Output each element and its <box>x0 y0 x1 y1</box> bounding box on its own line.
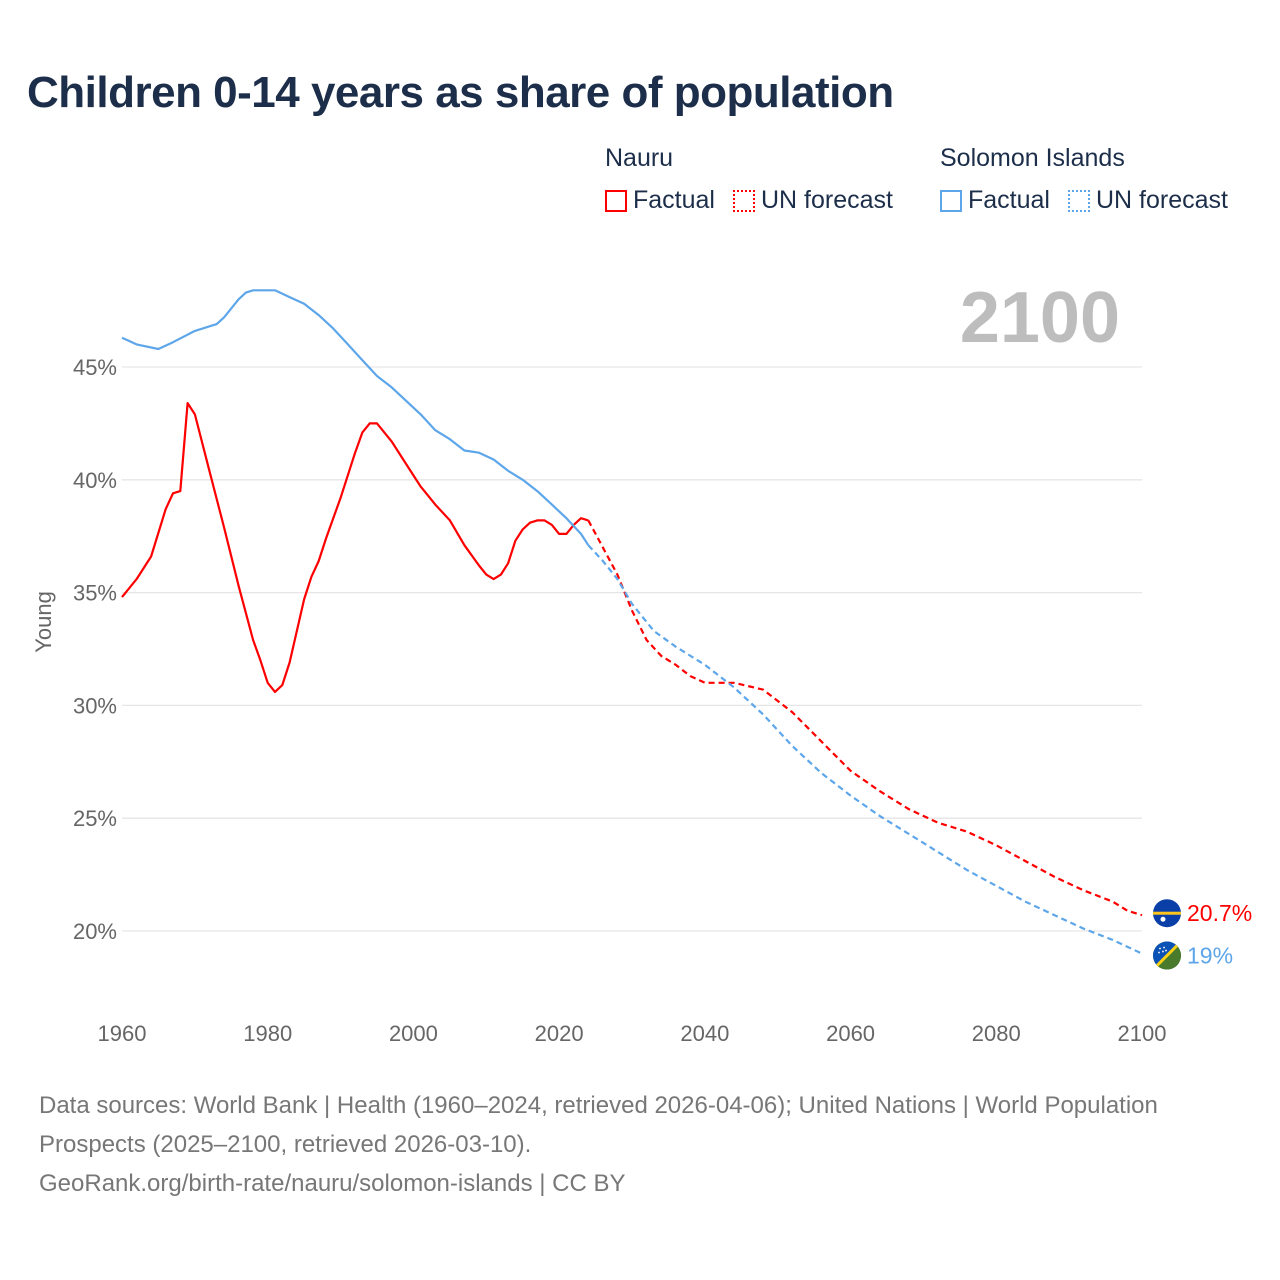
legend-item-solomon-forecast[interactable]: UN forecast <box>1067 186 1228 215</box>
y-tick-label: 40% <box>73 468 117 493</box>
solid-swatch-icon <box>605 189 627 212</box>
x-tick-label: 2060 <box>826 1021 875 1046</box>
legend-item-solomon-factual[interactable]: Factual <box>940 186 1050 215</box>
source-link[interactable]: GeoRank.org/birth-rate/nauru/solomon-isl… <box>39 1170 626 1197</box>
x-tick-label: 2040 <box>680 1021 729 1046</box>
legend-solomon-islands: Solomon Islands Factual UN forecast <box>940 144 1228 215</box>
solomon-islands-factual-line <box>121 289 590 546</box>
solomon-islands-flag-icon <box>1153 941 1181 970</box>
x-tick-label: 2100 <box>1118 1021 1167 1046</box>
nauru-forecast-line <box>587 519 1143 917</box>
solomon-islands-end-label: 19% <box>1187 943 1233 969</box>
x-tick-label: 1980 <box>243 1021 292 1046</box>
legend-label: UN forecast <box>1095 186 1228 214</box>
y-tick-label: 30% <box>73 693 117 718</box>
x-tick-label: 2080 <box>972 1021 1021 1046</box>
x-tick-label: 1960 <box>98 1021 147 1046</box>
x-tick-label: 2020 <box>535 1021 584 1046</box>
y-tick-label: 35% <box>73 581 117 606</box>
legend-item-nauru-factual[interactable]: Factual <box>605 186 715 215</box>
x-tick-label: 2000 <box>389 1021 438 1046</box>
dotted-swatch-icon <box>732 189 755 212</box>
legend-nauru: Nauru Factual UN forecast <box>605 144 893 215</box>
data-sources: Data sources: World Bank | Health (1960–… <box>39 1092 1158 1158</box>
legend-group-title: Nauru <box>605 144 674 172</box>
legend-item-nauru-forecast[interactable]: UN forecast <box>732 186 893 215</box>
nauru-factual-line <box>121 402 589 694</box>
y-tick-label: 25% <box>73 806 117 831</box>
dotted-swatch-icon <box>1067 189 1090 212</box>
legend-label: Factual <box>968 186 1050 214</box>
line-chart: 2100 20% 25% 30% 35% 40% 45% 1960 1980 2000 2020… <box>31 278 1252 1046</box>
y-tick-label: 45% <box>73 355 117 380</box>
solomon-islands-forecast-line <box>587 544 1143 955</box>
solid-swatch-icon <box>940 189 962 212</box>
nauru-flag-icon <box>1153 899 1181 928</box>
legend-label: UN forecast <box>760 186 893 214</box>
y-axis-label: Young <box>31 591 56 653</box>
y-tick-label: 20% <box>73 919 117 944</box>
chart-title: Children 0-14 years as share of populati… <box>27 68 894 117</box>
legend-label: Factual <box>633 186 715 214</box>
legend-group-title: Solomon Islands <box>940 144 1125 172</box>
year-watermark: 2100 <box>960 278 1120 358</box>
footer: Data sources: World Bank | Health (1960–… <box>39 1086 1219 1203</box>
nauru-end-label: 20.7% <box>1187 900 1252 926</box>
